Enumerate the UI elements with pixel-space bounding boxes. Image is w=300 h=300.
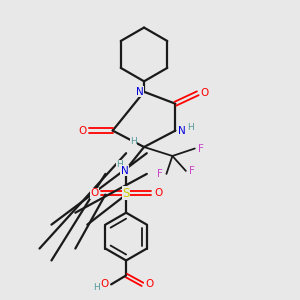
Text: F: F xyxy=(190,166,195,176)
Text: O: O xyxy=(154,188,162,198)
Text: H: H xyxy=(187,123,194,132)
Text: O: O xyxy=(100,279,109,290)
Text: H: H xyxy=(116,160,123,169)
Text: N: N xyxy=(178,126,186,136)
Text: O: O xyxy=(90,188,98,198)
Text: S: S xyxy=(122,187,130,200)
Text: O: O xyxy=(200,88,208,98)
Text: F: F xyxy=(157,169,163,179)
Text: N: N xyxy=(136,87,143,97)
Text: O: O xyxy=(145,279,153,290)
Text: N: N xyxy=(121,166,128,176)
Text: H: H xyxy=(130,136,137,146)
Text: F: F xyxy=(198,143,204,154)
Text: H: H xyxy=(93,283,100,292)
Text: O: O xyxy=(78,126,86,136)
